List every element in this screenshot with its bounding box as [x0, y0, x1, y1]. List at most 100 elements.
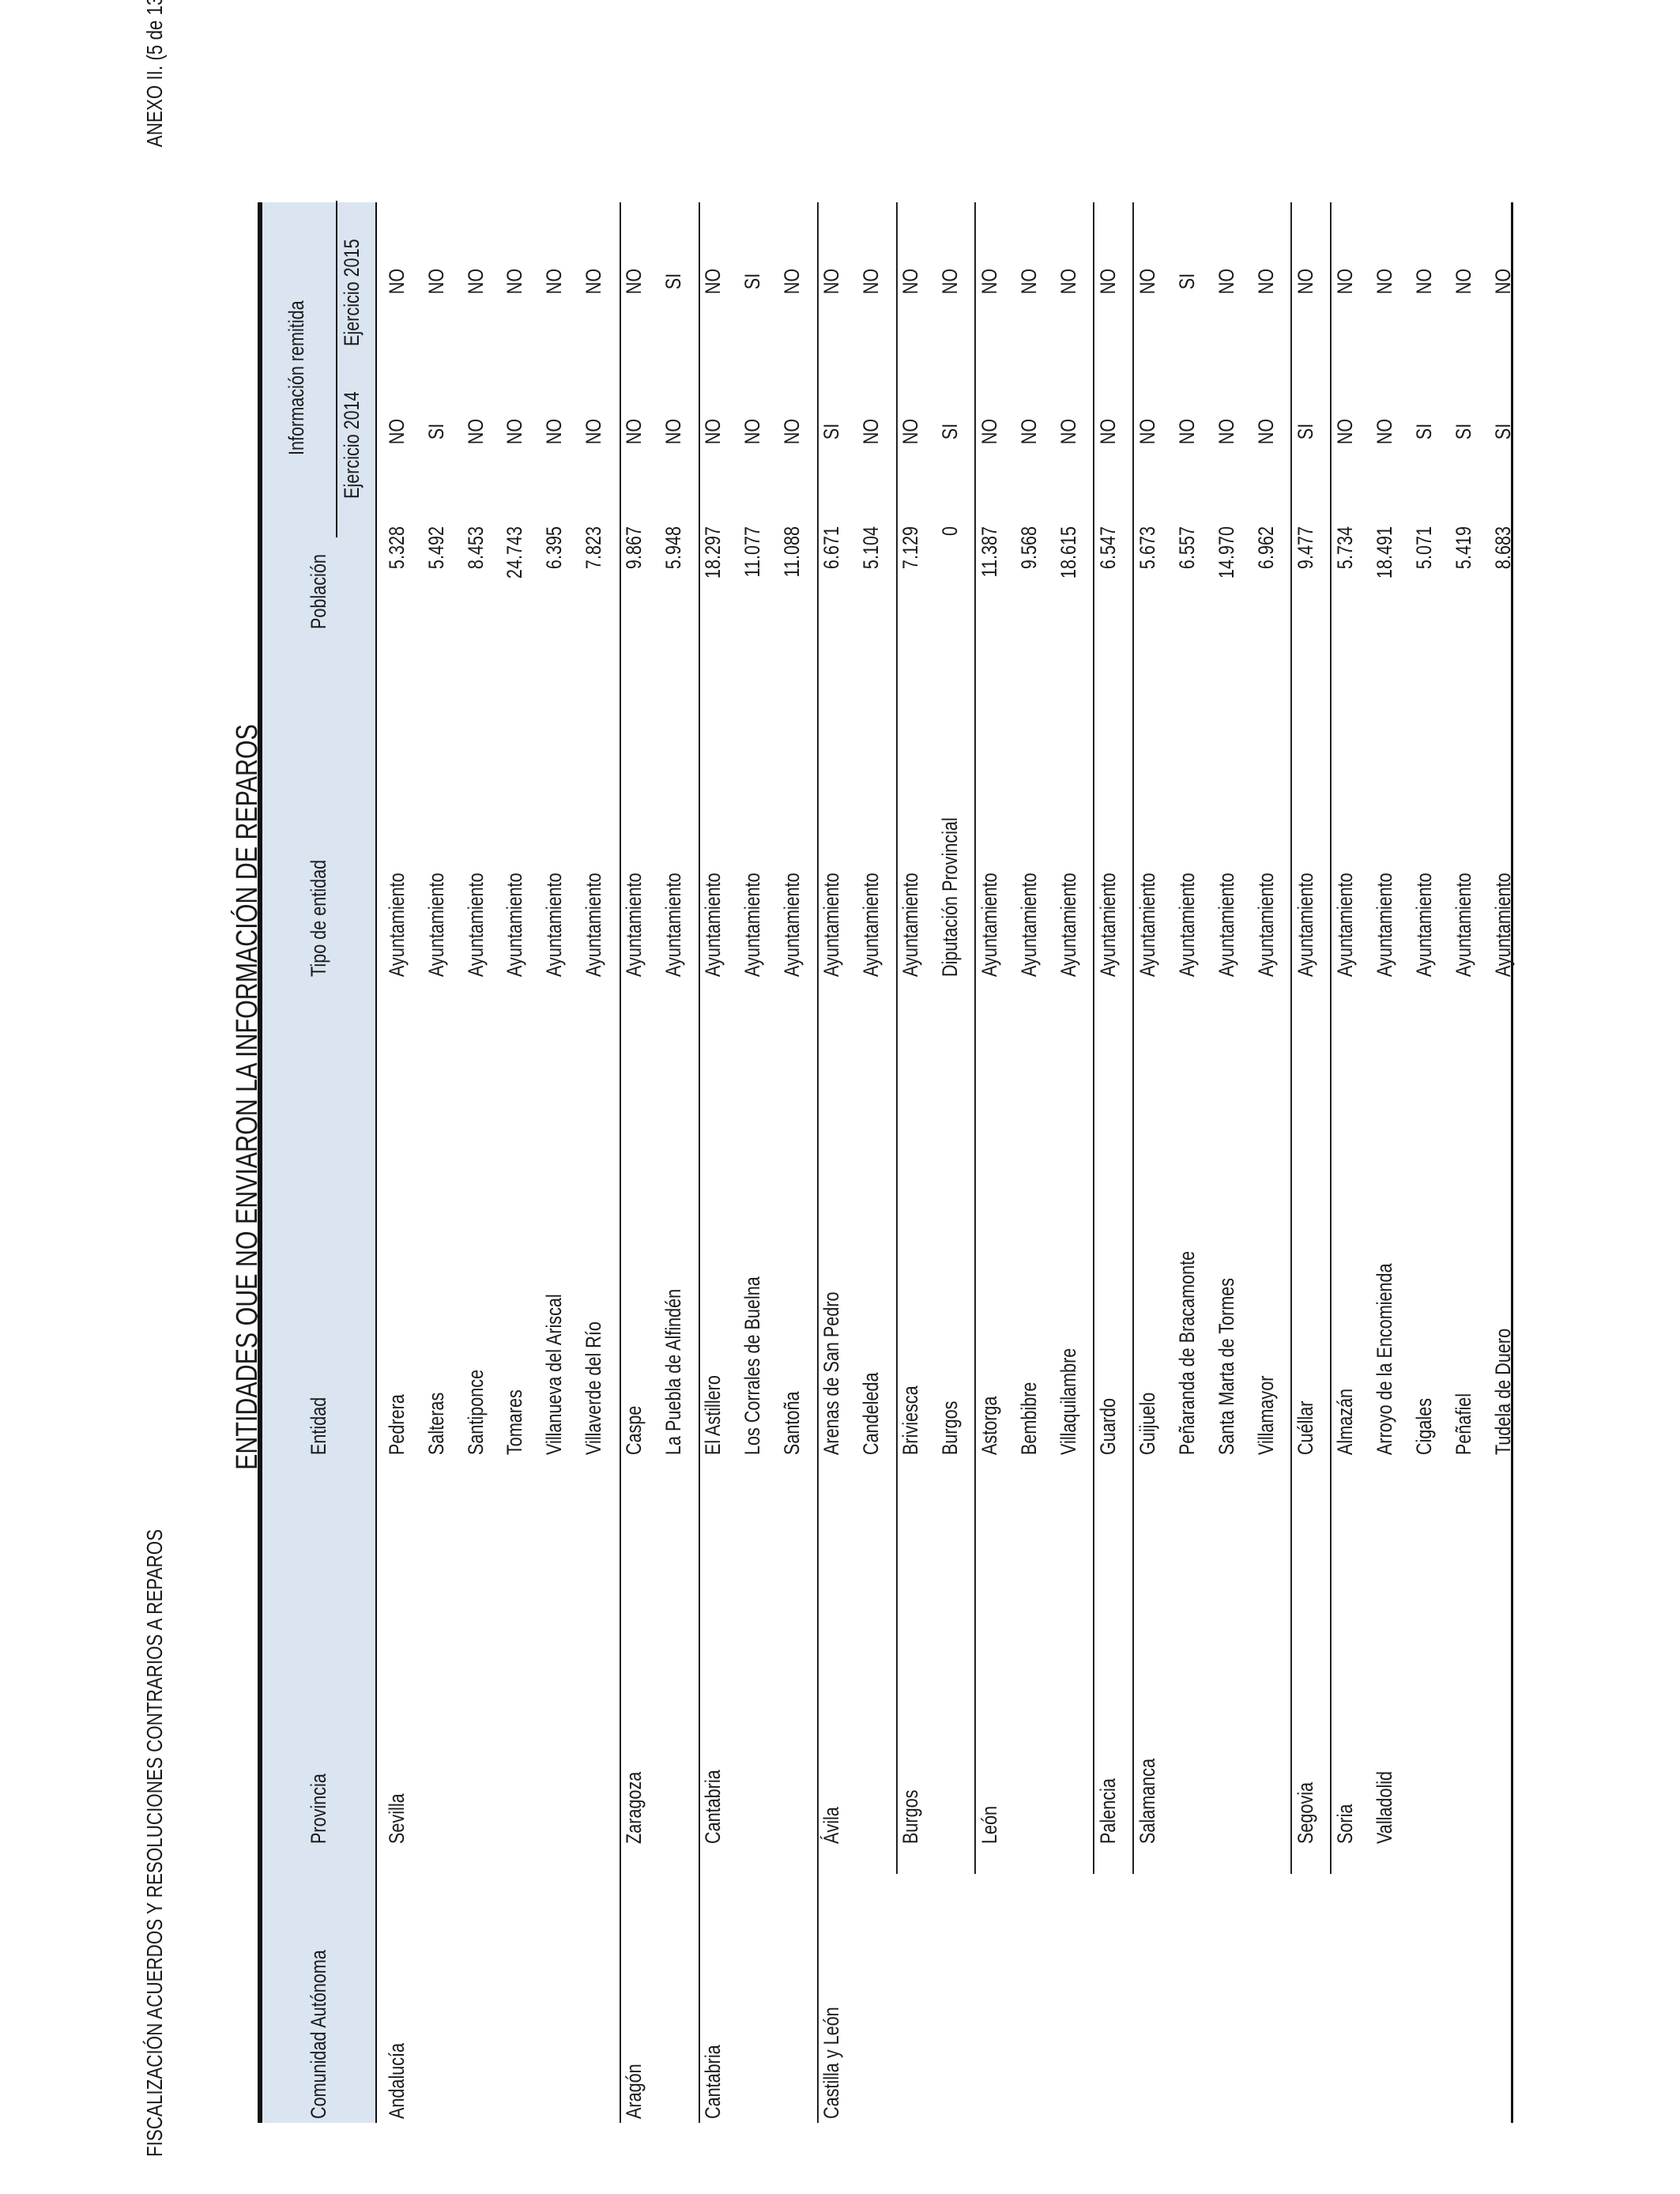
cell-tipo: Ayuntamiento — [464, 873, 488, 977]
header-info: Información remitida — [284, 300, 308, 455]
annex-label: ANEXO II. (5 de 13) — [142, 0, 167, 148]
cell-poblacion: 0 — [938, 526, 962, 537]
cell-poblacion: 5.948 — [661, 526, 685, 570]
cell-ej2015: NO — [1017, 268, 1041, 295]
cell-provincia: Cantabria — [701, 1770, 725, 1844]
cell-tipo: Ayuntamiento — [1333, 873, 1357, 977]
cell-poblacion: 18.491 — [1373, 526, 1396, 579]
cell-entidad: Peñafiel — [1452, 1393, 1475, 1455]
cell-ej2014: NO — [977, 418, 1001, 445]
cell-entidad: Arroyo de la Encomienda — [1373, 1263, 1396, 1455]
cell-entidad: Santoña — [780, 1391, 804, 1455]
cell-tipo: Ayuntamiento — [1136, 873, 1159, 977]
cell-ej2014: NO — [1057, 418, 1080, 445]
cell-poblacion: 6.671 — [819, 526, 843, 570]
cell-ej2015: NO — [1373, 268, 1396, 295]
cell-tipo: Ayuntamiento — [1452, 873, 1475, 977]
cell-tipo: Ayuntamiento — [1215, 873, 1238, 977]
cell-ej2014: NO — [503, 418, 526, 445]
cell-tipo: Ayuntamiento — [1175, 873, 1199, 977]
cell-poblacion: 5.104 — [859, 526, 883, 570]
group-separator — [1290, 202, 1292, 1874]
cell-ej2015: NO — [1452, 268, 1475, 295]
cell-tipo: Ayuntamiento — [740, 873, 764, 977]
cell-provincia: Salamanca — [1136, 1758, 1159, 1844]
header-provincia: Provincia — [307, 1774, 330, 1844]
cell-ej2015: NO — [464, 268, 488, 295]
cell-tipo: Ayuntamiento — [898, 873, 922, 977]
cell-entidad: Caspe — [622, 1405, 646, 1455]
cell-comunidad: Cantabria — [701, 2045, 725, 2119]
cell-poblacion: 6.395 — [542, 526, 566, 570]
cell-tipo: Ayuntamiento — [582, 873, 605, 977]
cell-tipo: Ayuntamiento — [1412, 873, 1436, 977]
cell-poblacion: 7.129 — [898, 526, 922, 570]
cell-tipo: Ayuntamiento — [542, 873, 566, 977]
table-bottom-rule — [1511, 202, 1513, 2123]
cell-tipo: Ayuntamiento — [1254, 873, 1278, 977]
cell-ej2015: NO — [1254, 268, 1278, 295]
cell-provincia: Segovia — [1294, 1781, 1317, 1844]
cell-poblacion: 5.734 — [1333, 526, 1357, 570]
cell-ej2014: NO — [661, 418, 685, 445]
cell-ej2014: SI — [1294, 423, 1317, 440]
cell-ej2014: NO — [464, 418, 488, 445]
header-ejercicio-2015: Ejercicio 2015 — [340, 239, 363, 346]
cell-provincia: Valladolid — [1373, 1770, 1396, 1844]
cell-entidad: Almazán — [1333, 1388, 1357, 1455]
cell-entidad: Villaquilambre — [1057, 1348, 1080, 1455]
header-comunidad: Comunidad Autónoma — [307, 1950, 330, 2119]
cell-ej2015: NO — [977, 268, 1001, 295]
cell-tipo: Ayuntamiento — [819, 873, 843, 977]
cell-ej2014: NO — [780, 418, 804, 445]
cell-ej2014: SI — [1491, 423, 1515, 440]
cell-ej2014: NO — [385, 418, 409, 445]
cell-comunidad: Castilla y León — [819, 2007, 843, 2119]
group-separator — [1330, 202, 1332, 1874]
cell-ej2014: NO — [1136, 418, 1159, 445]
group-separator — [1132, 202, 1134, 1874]
header-ejercicio-2014: Ejercicio 2014 — [340, 391, 363, 499]
cell-tipo: Ayuntamiento — [859, 873, 883, 977]
cell-comunidad: Aragón — [622, 2064, 646, 2119]
cell-ej2014: SI — [1452, 423, 1475, 440]
cell-poblacion: 5.492 — [424, 526, 448, 570]
cell-provincia: León — [977, 1805, 1001, 1844]
cell-ej2015: NO — [938, 268, 962, 295]
cell-entidad: Villaverde del Río — [582, 1321, 605, 1455]
cell-tipo: Ayuntamiento — [1017, 873, 1041, 977]
cell-poblacion: 9.477 — [1294, 526, 1317, 570]
cell-ej2015: NO — [819, 268, 843, 295]
cell-ej2015: NO — [385, 268, 409, 295]
cell-provincia: Burgos — [898, 1789, 922, 1844]
cell-ej2014: NO — [1215, 418, 1238, 445]
cell-poblacion: 18.297 — [701, 526, 725, 579]
cell-entidad: El Astillero — [701, 1375, 725, 1455]
cell-tipo: Ayuntamiento — [701, 873, 725, 977]
group-separator — [974, 202, 976, 1874]
cell-entidad: Astorga — [977, 1396, 1001, 1455]
cell-provincia: Zaragoza — [622, 1771, 646, 1844]
cell-ej2015: NO — [701, 268, 725, 295]
cell-entidad: Briviesca — [898, 1385, 922, 1455]
group-separator — [699, 202, 700, 2123]
cell-ej2014: NO — [1333, 418, 1357, 445]
cell-tipo: Ayuntamiento — [780, 873, 804, 977]
cell-ej2015: NO — [503, 268, 526, 295]
header-poblacion: Población — [307, 554, 330, 629]
cell-ej2014: SI — [819, 423, 843, 440]
cell-poblacion: 11.088 — [780, 526, 804, 578]
cell-entidad: Burgos — [938, 1400, 962, 1455]
cell-tipo: Ayuntamiento — [977, 873, 1001, 977]
cell-poblacion: 5.419 — [1452, 526, 1475, 570]
cell-entidad: Guijuelo — [1136, 1392, 1159, 1455]
cell-poblacion: 14.970 — [1215, 526, 1238, 579]
cell-ej2015: NO — [1333, 268, 1357, 295]
cell-ej2015: NO — [1491, 268, 1515, 295]
cell-ej2015: NO — [1136, 268, 1159, 295]
cell-ej2014: NO — [582, 418, 605, 445]
cell-ej2015: NO — [1057, 268, 1080, 295]
cell-ej2014: NO — [1373, 418, 1396, 445]
cell-poblacion: 8.683 — [1491, 526, 1515, 570]
cell-poblacion: 11.387 — [977, 526, 1001, 578]
